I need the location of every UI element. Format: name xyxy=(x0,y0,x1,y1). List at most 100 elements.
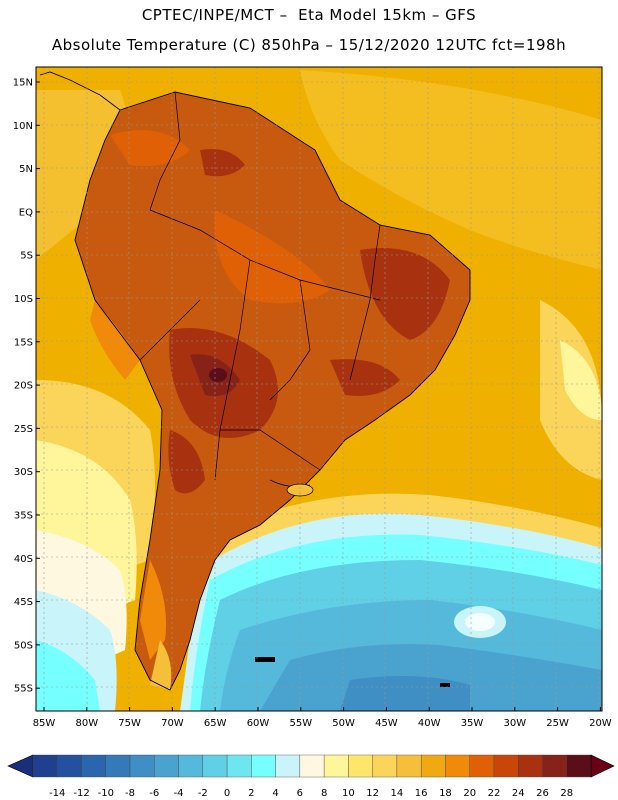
colorbar-swatch xyxy=(469,754,495,778)
lat-tick-label: EQ xyxy=(19,207,33,218)
colorbar-label: -10 xyxy=(98,788,114,799)
title-line-1: CPTEC/INPE/MCT – Eta Model 15km – GFS xyxy=(141,6,477,24)
temperature-field xyxy=(36,67,602,711)
lagoa-dos-patos xyxy=(286,483,314,497)
longitude-axis: 85W 80W 75W 70W 65W 60W 55W 50W 45W 40W 35W 30W 25W 2… xyxy=(33,707,612,729)
colorbar-label: 2 xyxy=(248,788,254,799)
colorbar-swatch xyxy=(57,754,82,778)
lon-tick-label: 55W xyxy=(289,718,312,729)
colorbar-swatch xyxy=(493,754,519,778)
colorbar-label: 10 xyxy=(342,788,355,799)
lon-tick-label: 30W xyxy=(503,718,526,729)
colorbar-label: 28 xyxy=(560,788,573,799)
colorbar-swatch xyxy=(81,754,106,778)
colorbar-label: -12 xyxy=(73,788,89,799)
colorbar-swatch xyxy=(542,754,567,778)
cold-eddy-inner xyxy=(465,613,495,631)
colorbar-label: 14 xyxy=(391,788,404,799)
lon-tick-label: 75W xyxy=(118,718,141,729)
lon-tick-label: 85W xyxy=(33,718,56,729)
coastline xyxy=(74,91,471,691)
north-orange-patch xyxy=(110,130,190,166)
colorbar-label: 20 xyxy=(463,788,476,799)
colorbar-swatch xyxy=(178,754,204,778)
venezuela-hot-patch xyxy=(200,149,245,177)
graticule xyxy=(36,67,602,711)
lon-tick-label: 40W xyxy=(418,718,441,729)
lat-tick-label: 15S xyxy=(14,337,33,348)
lon-tick-label: 60W xyxy=(247,718,270,729)
lat-tick-label: 45S xyxy=(14,597,33,608)
lat-tick-label: 25S xyxy=(14,424,33,435)
lat-tick-label: 30S xyxy=(14,467,33,478)
tierra-del-fuego-patch xyxy=(150,640,172,690)
colorbar-swatch xyxy=(420,754,446,778)
colorbar-swatch xyxy=(251,754,276,778)
lon-tick-label: 80W xyxy=(75,718,98,729)
south-georgia xyxy=(440,683,450,687)
lon-tick-label: 50W xyxy=(332,718,355,729)
lon-tick-label: 45W xyxy=(375,718,398,729)
colorbar-label: -4 xyxy=(174,788,184,799)
colorbar-swatch xyxy=(226,754,252,778)
colorbar-swatch xyxy=(299,754,325,778)
colorbar-label: -8 xyxy=(125,788,135,799)
title-line-2: Absolute Temperature (C) 850hPa – 15/12/… xyxy=(51,36,567,54)
country-borders xyxy=(139,91,381,487)
colorbar-swatch xyxy=(154,754,179,778)
colorbar-label: 0 xyxy=(224,788,230,799)
colorbar-label: 6 xyxy=(297,788,303,799)
lon-tick-label: 70W xyxy=(161,718,184,729)
northeast-brazil-hot-region xyxy=(360,248,450,340)
pacific-subtropical-zone xyxy=(36,90,128,260)
lat-tick-label: 55S xyxy=(14,684,33,695)
tropical-atlantic-warm-zone xyxy=(300,70,602,270)
falklands xyxy=(255,657,275,662)
atlantic-pale-yellow-patch xyxy=(560,340,602,420)
colorbar-label: -6 xyxy=(149,788,159,799)
southeast-brazil-hot-region xyxy=(330,359,400,396)
andes-orange-patch xyxy=(90,300,140,380)
colorbar-swatch xyxy=(202,754,228,778)
colorbar-swatch xyxy=(105,754,131,778)
argentina-hot-band xyxy=(168,430,205,494)
lat-tick-label: 15N xyxy=(13,78,33,89)
central-america-coast xyxy=(39,71,121,111)
atlantic-darkest-blue-patch xyxy=(340,676,470,711)
colorbar-label: 16 xyxy=(415,788,428,799)
patagonia-orange-patch xyxy=(140,560,166,660)
colorbar-label: 22 xyxy=(488,788,501,799)
lon-tick-label: 35W xyxy=(461,718,484,729)
colorbar-label: -2 xyxy=(198,788,208,799)
colorbar-swatch xyxy=(32,754,58,778)
colorbar-swatch xyxy=(323,754,349,778)
colorbar-swatch xyxy=(129,754,155,778)
lon-tick-label: 65W xyxy=(204,718,227,729)
lat-tick-label: 50S xyxy=(14,640,33,651)
colorbar-label: 26 xyxy=(536,788,549,799)
colorbar-over-arrow xyxy=(590,754,615,778)
colorbar-label: -14 xyxy=(49,788,65,799)
colorbar-swatch xyxy=(445,754,470,778)
colorbar-swatch xyxy=(275,754,301,778)
lon-tick-label: 25W xyxy=(546,718,569,729)
colorbar-label: 12 xyxy=(366,788,379,799)
colorbar-swatch xyxy=(348,754,373,778)
lat-tick-label: 10N xyxy=(13,121,33,132)
lat-tick-label: 40S xyxy=(14,554,33,565)
lat-tick-label: 20S xyxy=(14,381,33,392)
latitude-axis: 15N 10N 5N EQ 5S 10S 15S 20S 25S 30S 35S 40S 45S 50S 5… xyxy=(13,78,40,695)
temperature-maximum-core xyxy=(209,368,227,382)
colorbar-label: 24 xyxy=(512,788,525,799)
atlantic-yellow-transition xyxy=(190,493,602,565)
colorbar-swatch xyxy=(566,754,592,778)
map-frame xyxy=(35,66,603,712)
lat-tick-label: 5N xyxy=(19,164,33,175)
colorbar-swatch xyxy=(518,754,543,778)
colorbar-label: 4 xyxy=(272,788,278,799)
colorbar-label: 8 xyxy=(321,788,327,799)
pacific-cyan-band xyxy=(36,640,100,711)
colorbar-swatch xyxy=(372,754,398,778)
lat-tick-label: 35S xyxy=(14,511,33,522)
